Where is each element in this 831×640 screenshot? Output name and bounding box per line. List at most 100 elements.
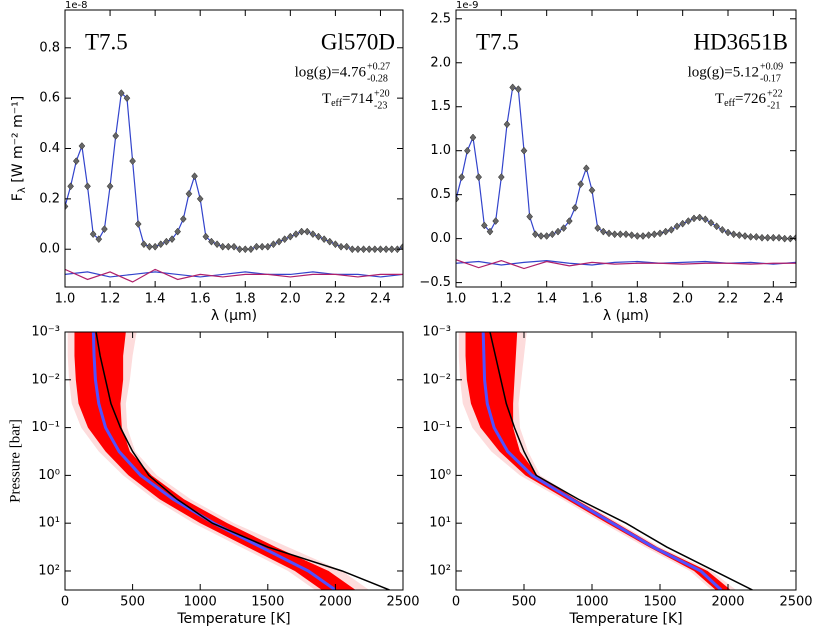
data-point (617, 230, 624, 239)
x-tick-label: 500 (120, 595, 145, 610)
data-point (724, 228, 732, 237)
x-axis-label: Temperature [K] (568, 611, 682, 627)
y-axis-label: Fλ [W m⁻² m⁻¹] (10, 96, 28, 201)
data-point (213, 240, 221, 249)
data-point (129, 157, 136, 165)
data-point (95, 235, 103, 244)
data-point (241, 245, 249, 254)
y-tick-label: 2.5 (430, 11, 451, 26)
data-point (360, 245, 367, 254)
x-tick-label: 2.2 (718, 292, 739, 307)
y-tick-label: 0.6 (39, 91, 60, 106)
x-tick-label: 1.4 (536, 292, 557, 307)
data-point (634, 232, 641, 240)
data-point (230, 242, 238, 251)
data-point (388, 245, 396, 254)
x-tick-label: 2.4 (763, 292, 784, 307)
data-point (287, 232, 294, 241)
teff-value: =714 (342, 91, 373, 107)
data-point (775, 233, 783, 242)
x-tick-label: 1.6 (582, 292, 603, 307)
data-point (741, 232, 749, 240)
object-name: HD3651B (693, 29, 788, 54)
logg-minus: -0.17 (760, 73, 781, 84)
y-tick-label: 0.0 (39, 242, 60, 257)
data-point (577, 180, 584, 188)
spectral-type: T7.5 (476, 29, 519, 54)
teff: Teff=714 (322, 91, 374, 109)
y-tick-label: −0.5 (419, 275, 451, 290)
data-point (753, 232, 760, 241)
axes-frame (455, 331, 797, 591)
logg: log(g)=5.12 (688, 64, 759, 80)
data-point (382, 245, 390, 254)
profile-line (95, 332, 390, 590)
data-point (611, 230, 618, 239)
y-tick-label: 10⁰ (38, 468, 60, 483)
y-label-rest: [W m⁻² m⁻¹] (10, 96, 26, 187)
data-point (730, 230, 737, 239)
data-point (792, 233, 796, 242)
data-point (264, 242, 272, 251)
data-point (673, 222, 681, 231)
y-tick-label: 10¹ (429, 516, 451, 531)
data-point (377, 245, 384, 254)
data-point (174, 227, 181, 236)
offset-text: 1e-8 (65, 0, 88, 11)
y-tick-label: 0.8 (39, 40, 60, 55)
data-point (208, 237, 215, 246)
x-tick-label: 1.4 (145, 292, 166, 307)
teff-plus: +22 (767, 88, 783, 99)
data-point (520, 146, 528, 155)
data-point (707, 218, 715, 227)
profile-line (91, 332, 337, 590)
data-point (89, 230, 97, 239)
data-point (225, 242, 232, 251)
data-point (140, 240, 148, 249)
teff-plus: +20 (374, 88, 390, 99)
data-point (332, 240, 339, 249)
x-tick-label: 2.0 (672, 292, 693, 307)
data-point (537, 232, 545, 240)
data-point (106, 182, 114, 191)
x-tick-label: 2000 (711, 595, 744, 610)
y-tick-label: 0.5 (430, 187, 451, 202)
teff-minus: -21 (767, 100, 780, 111)
data-point (72, 157, 80, 165)
y-label-main: F (10, 193, 26, 201)
data-point (118, 89, 125, 97)
data-point (371, 245, 379, 254)
profile-line (481, 332, 723, 590)
data-point (651, 230, 658, 239)
y-tick-label: 10⁻³ (31, 325, 60, 340)
y-tick-label: 10² (38, 563, 60, 578)
plot-area (458, 332, 753, 590)
data-point (509, 83, 516, 92)
data-point (713, 222, 720, 231)
y-tick-label: 10⁻² (31, 372, 60, 387)
data-point (492, 217, 499, 225)
data-point (65, 202, 69, 211)
data-point (326, 237, 334, 246)
data-point (526, 212, 533, 221)
data-point (292, 230, 300, 239)
data-point (399, 242, 403, 251)
data-point (343, 242, 350, 251)
y-tick-label: 10² (429, 563, 451, 578)
data-point (498, 173, 505, 181)
data-point (469, 133, 477, 142)
data-point (67, 182, 74, 191)
data-point (146, 242, 153, 251)
x-tick-label: 1.0 (446, 292, 467, 307)
x-tick-label: 1.2 (491, 292, 512, 307)
data-point (179, 215, 187, 223)
confidence-band (74, 332, 356, 590)
x-tick-label: 2.0 (280, 292, 301, 307)
y-tick-label: 1.5 (430, 99, 451, 114)
data-point (781, 234, 788, 243)
model-line (456, 259, 796, 270)
data-point (475, 173, 482, 181)
teff-sub: eff (724, 98, 736, 109)
data-point (348, 245, 356, 254)
